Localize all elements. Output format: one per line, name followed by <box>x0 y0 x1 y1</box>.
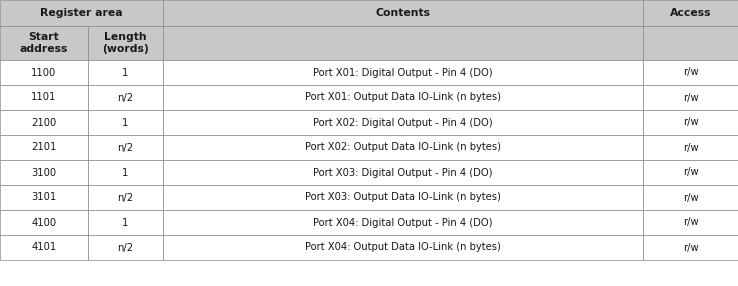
Text: r/w: r/w <box>683 217 698 227</box>
Text: Register area: Register area <box>40 8 123 18</box>
Text: Port X04: Digital Output - Pin 4 (DO): Port X04: Digital Output - Pin 4 (DO) <box>313 217 493 227</box>
Text: Access: Access <box>670 8 711 18</box>
Text: r/w: r/w <box>683 168 698 178</box>
Text: 1: 1 <box>123 118 128 128</box>
Text: n/2: n/2 <box>117 92 134 102</box>
Text: 4100: 4100 <box>32 217 57 227</box>
Text: 3101: 3101 <box>32 192 57 202</box>
Bar <box>0 110 88 135</box>
Bar <box>0 26 88 60</box>
Bar <box>0 85 88 110</box>
Bar <box>163 210 643 235</box>
Bar <box>163 110 643 135</box>
Text: 1: 1 <box>123 168 128 178</box>
Bar <box>88 185 163 210</box>
Bar <box>88 26 163 60</box>
Bar <box>643 60 738 85</box>
Bar <box>88 110 163 135</box>
Bar <box>88 85 163 110</box>
Bar <box>163 60 643 85</box>
Text: r/w: r/w <box>683 142 698 152</box>
Text: r/w: r/w <box>683 243 698 253</box>
Bar <box>163 185 643 210</box>
Text: 1100: 1100 <box>32 67 57 78</box>
Text: 1101: 1101 <box>31 92 57 102</box>
Bar <box>0 210 88 235</box>
Text: 1: 1 <box>123 217 128 227</box>
Bar <box>88 235 163 260</box>
Bar <box>643 235 738 260</box>
Text: Port X03: Output Data IO-Link (n bytes): Port X03: Output Data IO-Link (n bytes) <box>305 192 501 202</box>
Text: n/2: n/2 <box>117 243 134 253</box>
Text: r/w: r/w <box>683 192 698 202</box>
Bar <box>0 60 88 85</box>
Text: Start
address: Start address <box>20 32 68 54</box>
Text: Port X02: Digital Output - Pin 4 (DO): Port X02: Digital Output - Pin 4 (DO) <box>313 118 493 128</box>
Text: 2101: 2101 <box>31 142 57 152</box>
Bar <box>643 160 738 185</box>
Bar <box>0 135 88 160</box>
Bar <box>0 185 88 210</box>
Text: n/2: n/2 <box>117 142 134 152</box>
Bar <box>88 60 163 85</box>
Text: r/w: r/w <box>683 67 698 78</box>
Bar <box>88 160 163 185</box>
Bar <box>643 26 738 60</box>
Text: 3100: 3100 <box>32 168 57 178</box>
Text: 4101: 4101 <box>32 243 57 253</box>
Bar <box>163 135 643 160</box>
Bar <box>0 235 88 260</box>
Bar <box>163 235 643 260</box>
Text: 1: 1 <box>123 67 128 78</box>
Text: Port X02: Output Data IO-Link (n bytes): Port X02: Output Data IO-Link (n bytes) <box>305 142 501 152</box>
Bar <box>0 160 88 185</box>
Text: Port X04: Output Data IO-Link (n bytes): Port X04: Output Data IO-Link (n bytes) <box>305 243 501 253</box>
Text: Port X03: Digital Output - Pin 4 (DO): Port X03: Digital Output - Pin 4 (DO) <box>313 168 493 178</box>
Text: Contents: Contents <box>376 8 430 18</box>
Bar <box>163 160 643 185</box>
Text: Length
(words): Length (words) <box>102 32 149 54</box>
Bar <box>643 0 738 26</box>
Bar <box>88 210 163 235</box>
Text: Port X01: Output Data IO-Link (n bytes): Port X01: Output Data IO-Link (n bytes) <box>305 92 501 102</box>
Bar <box>163 85 643 110</box>
Bar <box>643 135 738 160</box>
Text: Port X01: Digital Output - Pin 4 (DO): Port X01: Digital Output - Pin 4 (DO) <box>313 67 493 78</box>
Bar <box>0 0 163 26</box>
Bar <box>643 85 738 110</box>
Text: n/2: n/2 <box>117 192 134 202</box>
Bar <box>643 210 738 235</box>
Bar <box>643 185 738 210</box>
Bar <box>163 0 643 26</box>
Text: r/w: r/w <box>683 92 698 102</box>
Text: 2100: 2100 <box>32 118 57 128</box>
Bar <box>643 110 738 135</box>
Bar <box>88 135 163 160</box>
Text: r/w: r/w <box>683 118 698 128</box>
Bar <box>163 26 643 60</box>
